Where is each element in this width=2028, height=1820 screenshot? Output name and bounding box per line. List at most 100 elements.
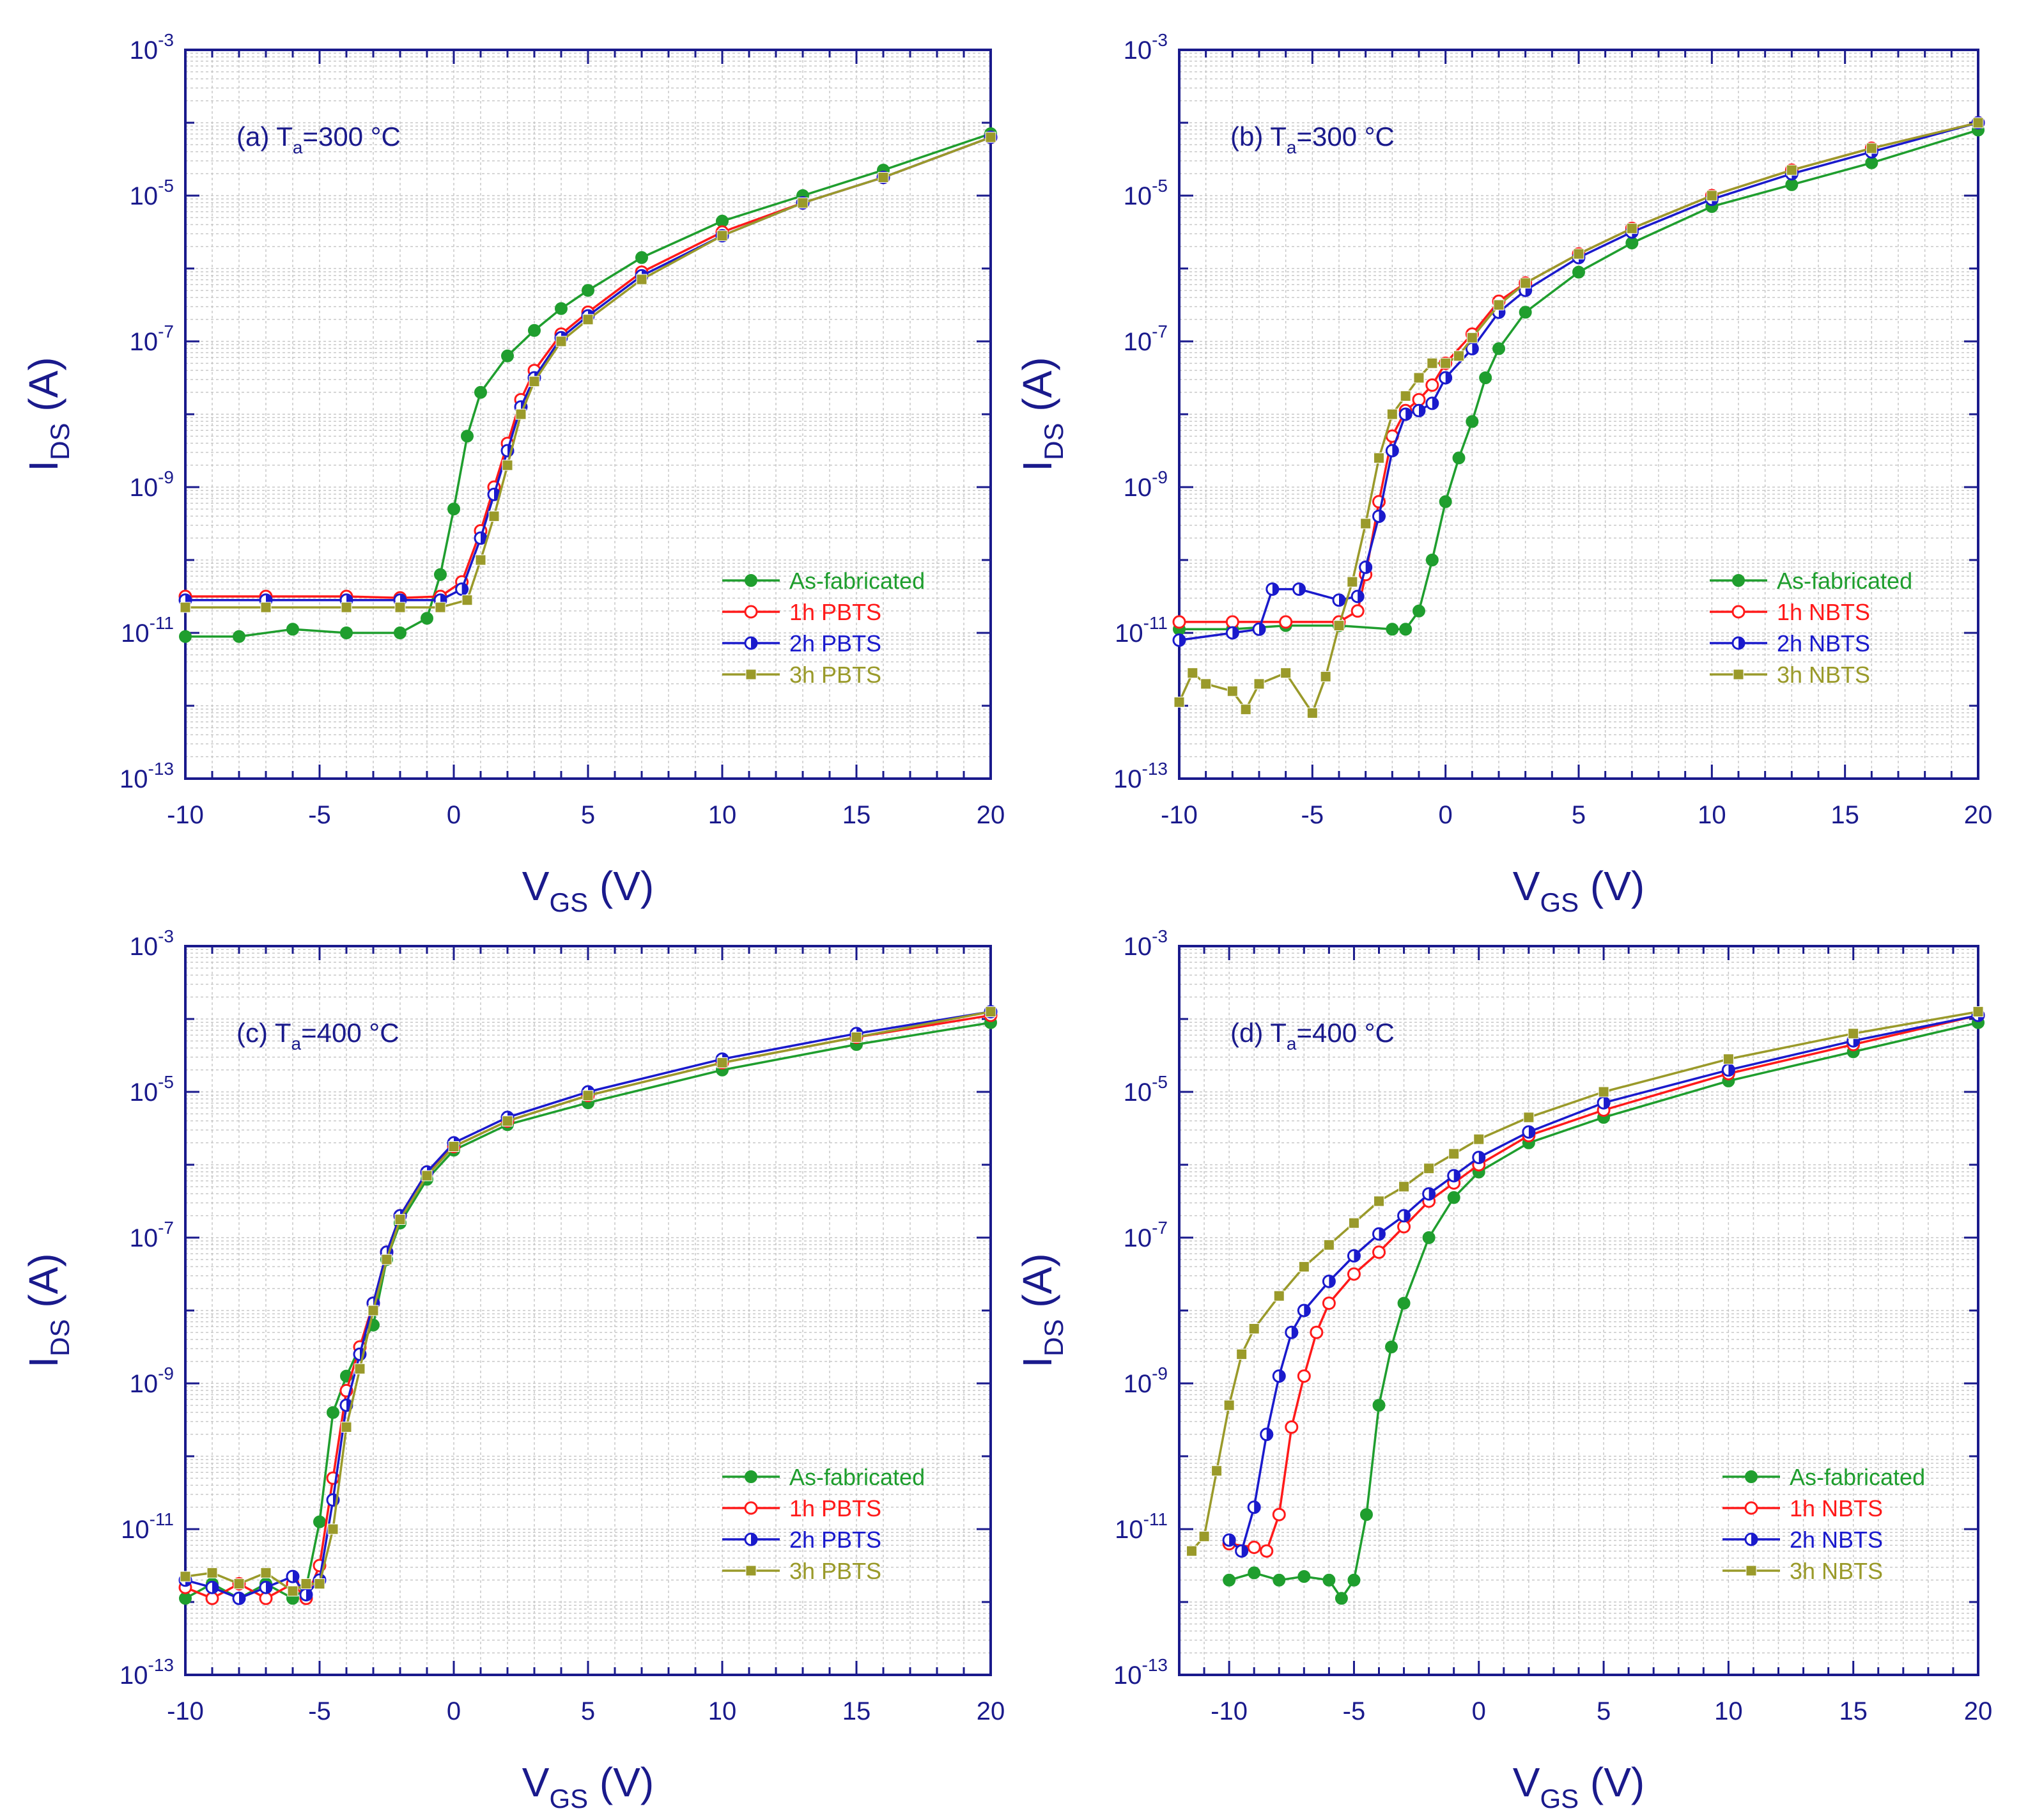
data-point-fill	[266, 1582, 272, 1594]
legend-item: As-fabricated	[1710, 568, 1912, 594]
chart-panel-d: -10 -5 0 5 10 15 2010-1310-1110-910-710-510-3V…	[1014, 926, 1992, 1814]
gridlines	[185, 946, 991, 1675]
x-tick-label: 0	[447, 801, 461, 829]
data-point	[1423, 1163, 1435, 1174]
data-point	[327, 1406, 339, 1419]
x-axis-unit: (V)	[588, 1759, 654, 1805]
data-point	[474, 531, 488, 545]
data-point	[299, 1588, 313, 1602]
panel-label-suffix: =400 °C	[1296, 1018, 1394, 1048]
data-point	[1492, 342, 1505, 355]
data-point-fill	[1241, 1545, 1248, 1557]
data-point	[1372, 1245, 1386, 1259]
series-4	[180, 1006, 996, 1597]
panel-label-suffix: =400 °C	[301, 1018, 399, 1048]
data-point	[1412, 393, 1426, 407]
data-point	[313, 1515, 326, 1528]
data-point	[1425, 396, 1439, 410]
data-point-fill	[1266, 1428, 1273, 1440]
x-axis-sub: GS	[549, 887, 588, 917]
series-group	[1172, 116, 1985, 719]
data-point	[1522, 1125, 1536, 1139]
y-tick-label: 10-7	[130, 1218, 174, 1252]
x-tick-label: 15	[1839, 1697, 1868, 1725]
x-tick-label: -10	[167, 1697, 204, 1725]
data-point	[1310, 1325, 1324, 1339]
data-point	[455, 582, 469, 596]
data-point	[1332, 593, 1346, 607]
legend-label: As-fabricated	[1777, 568, 1912, 594]
data-point-fill	[1179, 634, 1185, 646]
series-2	[1222, 1008, 1985, 1558]
data-point	[1625, 237, 1639, 250]
legend-marker-fill	[751, 637, 757, 649]
data-point	[985, 1006, 996, 1018]
legend-label: 2h PBTS	[789, 1527, 881, 1553]
y-tick-label: 10-7	[130, 322, 174, 356]
data-point	[1223, 1573, 1236, 1587]
y-tick-base: 10	[1124, 328, 1152, 356]
y-tick-exponent: -5	[1152, 176, 1168, 196]
x-tick-label: -5	[308, 801, 331, 829]
panel-label-prefix: (c) T	[236, 1018, 291, 1048]
y-axis-main: I	[1014, 460, 1060, 472]
x-tick-label: 15	[842, 1697, 871, 1725]
data-point	[636, 274, 647, 285]
data-point-fill	[1419, 405, 1425, 417]
legend-marker	[744, 1501, 758, 1515]
series-line	[1178, 121, 1979, 715]
data-point-fill	[212, 1582, 218, 1594]
legend-label: 3h NBTS	[1777, 662, 1870, 688]
data-point	[1397, 1209, 1411, 1223]
data-point	[1785, 178, 1799, 191]
y-tick-base: 10	[1113, 1661, 1142, 1690]
y-tick-exponent: -11	[1143, 1509, 1168, 1529]
data-point	[1866, 143, 1877, 154]
y-axis-title: IDS (A)	[20, 357, 75, 471]
data-point	[232, 1591, 246, 1605]
data-point-fill	[1254, 1501, 1260, 1513]
y-axis-unit: (A)	[1014, 1253, 1060, 1319]
data-point	[381, 1254, 392, 1265]
data-point	[1247, 1541, 1261, 1554]
y-tick-base: 10	[130, 1078, 159, 1107]
x-tick-label: -5	[1301, 801, 1324, 829]
data-point	[1347, 1249, 1361, 1263]
y-tick-exponent: -5	[1152, 1072, 1168, 1092]
data-point	[502, 460, 513, 471]
data-point-fill	[1405, 408, 1412, 420]
data-point	[1320, 671, 1331, 682]
data-point-fill	[1272, 583, 1278, 595]
y-tick-exponent: -9	[158, 467, 174, 487]
data-point	[394, 626, 406, 639]
y-tick-base: 10	[130, 1224, 159, 1252]
y-tick-exponent: -5	[158, 176, 174, 196]
data-point	[1398, 407, 1413, 421]
data-point-fill	[1453, 1170, 1460, 1182]
panel-label: (a) Ta=300 °C	[236, 121, 401, 157]
data-point	[448, 1141, 460, 1152]
x-tick-label: 20	[1964, 801, 1993, 829]
data-point-fill	[1291, 1326, 1297, 1339]
data-point	[1236, 1348, 1248, 1360]
data-point	[851, 1032, 862, 1043]
data-point	[1440, 357, 1451, 369]
data-point	[1225, 626, 1239, 640]
legend-label: 1h PBTS	[789, 599, 881, 625]
x-tick-label: -10	[1211, 1697, 1248, 1725]
legend-marker	[1732, 574, 1745, 587]
data-point	[555, 336, 567, 347]
y-tick-base: 10	[130, 182, 159, 210]
legend-item: 2h NBTS	[1722, 1527, 1883, 1553]
data-point-fill	[1428, 1188, 1435, 1200]
x-tick-label: 20	[977, 801, 1005, 829]
y-tick-exponent: -7	[158, 322, 174, 341]
data-point	[1173, 696, 1185, 708]
data-point	[501, 349, 514, 362]
panel-label: (b) Ta=300 °C	[1230, 121, 1395, 157]
data-point	[394, 1214, 406, 1225]
data-point	[259, 1591, 273, 1605]
data-point-fill	[1528, 1126, 1535, 1138]
